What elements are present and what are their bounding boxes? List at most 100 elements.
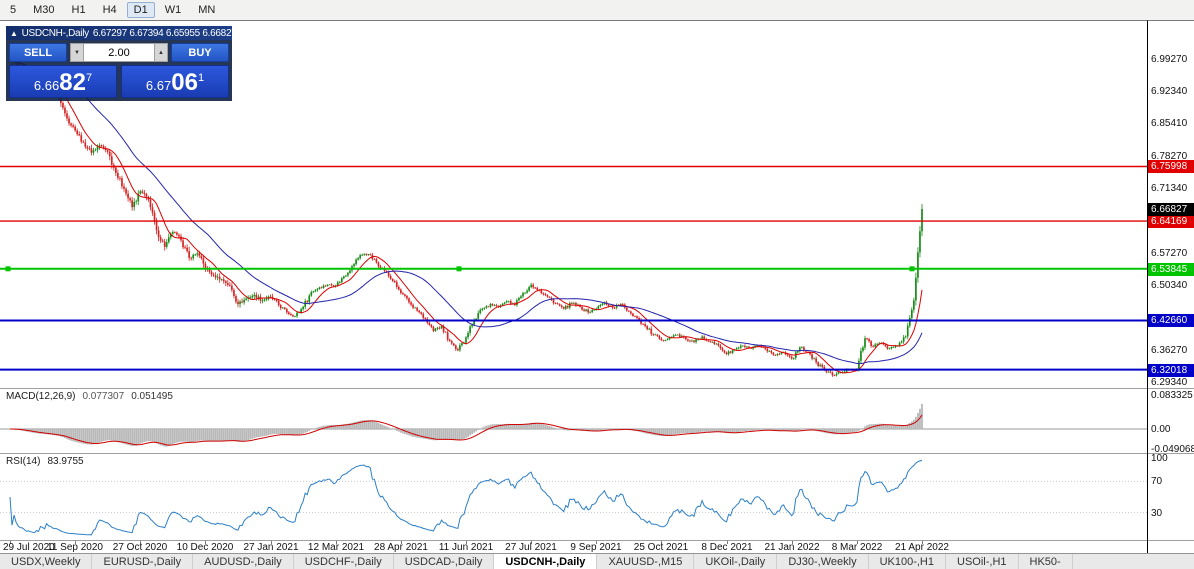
date-label: 11 Jun 2021	[438, 542, 494, 553]
tab-dj30-weekly[interactable]: DJ30-,Weekly	[777, 554, 869, 569]
rsi-canvas[interactable]	[0, 454, 1147, 540]
date-label: 21 Jan 2022	[764, 542, 820, 553]
chart-tab-bar: USDX,Weekly EURUSD-,Daily AUDUSD-,Daily USD…	[0, 553, 1194, 569]
date-label: 12 Mar 2021	[307, 542, 365, 553]
buy-price-main: 6.67	[145, 78, 172, 93]
tab-hk50[interactable]: HK50-	[1019, 554, 1073, 569]
timeframe-button-h1[interactable]: H1	[71, 4, 86, 16]
moving-average-10-line	[9, 58, 923, 374]
rsi-title: RSI(14)	[6, 456, 41, 467]
date-tick-mark	[205, 541, 206, 544]
date-label: 10 Dec 2020	[176, 542, 234, 553]
rsi-panel: RSI(14) 83.9755	[0, 453, 1147, 540]
date-tick-mark	[336, 541, 337, 544]
timeframe-toolbar: 5 M30 H1 H4 D1 W1 MN	[0, 0, 1194, 20]
date-label: 25 Oct 2021	[633, 542, 689, 553]
price-tick-label: 6.99270	[1151, 54, 1188, 65]
macd-tick-label: 0.00	[1151, 424, 1171, 435]
chart-title-symbol: USDCNH-,Daily	[21, 27, 90, 39]
date-tick-mark	[661, 541, 662, 544]
macd-tick-label: -0.049068	[1151, 444, 1194, 455]
tab-audusd-daily[interactable]: AUDUSD-,Daily	[193, 554, 294, 569]
buy-button[interactable]: BUY	[171, 43, 229, 62]
buy-price-frac: 1	[197, 72, 205, 84]
date-tick-mark	[271, 541, 272, 544]
rsi-label: RSI(14) 83.9755	[6, 456, 84, 467]
date-label: 21 Apr 2022	[895, 542, 949, 553]
date-label: 27 Oct 2020	[112, 542, 168, 553]
tab-usdcad-daily[interactable]: USDCAD-,Daily	[394, 554, 495, 569]
lot-size-input[interactable]	[84, 43, 154, 62]
date-axis[interactable]: 29 Jul 2020 11 Sep 2020 27 Oct 2020 10 Dec …	[0, 540, 1147, 553]
date-label: 28 Apr 2021	[374, 542, 428, 553]
timeframe-button-w1[interactable]: W1	[164, 4, 182, 16]
tab-usdcnh-daily[interactable]: USDCNH-,Daily	[494, 554, 598, 569]
macd-canvas[interactable]	[0, 389, 1147, 453]
rsi-tick-label: 100	[1151, 453, 1168, 464]
date-label: 9 Sep 2021	[570, 542, 622, 553]
chart-area: ▲ USDCNH-,Daily 6.67297 6.67394 6.65955 …	[0, 20, 1194, 553]
timeframe-button-m30[interactable]: M30	[33, 4, 55, 16]
lot-decrease-button[interactable]: ▼	[70, 43, 84, 62]
main-chart-panel: ▲ USDCNH-,Daily 6.67297 6.67394 6.65955 …	[0, 20, 1147, 388]
rsi-line	[9, 459, 923, 536]
tab-eurusd-daily[interactable]: EURUSD-,Daily	[92, 554, 194, 569]
price-tick-label: 6.78270	[1151, 151, 1188, 162]
date-tick-mark	[75, 541, 76, 544]
macd-signal-value: 0.051495	[131, 391, 173, 402]
date-tick-mark	[401, 541, 402, 544]
date-label: 27 Jul 2021	[505, 542, 557, 553]
plot-stack: ▲ USDCNH-,Daily 6.67297 6.67394 6.65955 …	[0, 20, 1147, 553]
tab-usoil-h1[interactable]: USOil-,H1	[946, 554, 1019, 569]
price-chart-canvas[interactable]	[0, 21, 1147, 388]
price-tick-label: 6.50340	[1151, 280, 1188, 291]
macd-panel: MACD(12,26,9) 0.077307 0.051495	[0, 388, 1147, 453]
date-tick-mark	[531, 541, 532, 544]
date-tick-mark	[922, 541, 923, 544]
tab-ukoil-daily[interactable]: UKOil-,Daily	[694, 554, 778, 569]
tab-usdchf-daily[interactable]: USDCHF-,Daily	[294, 554, 394, 569]
price-tick-label: 6.71340	[1151, 183, 1188, 194]
price-line-badge: 6.42660	[1148, 314, 1194, 327]
date-label: 8 Dec 2021	[701, 542, 753, 553]
rsi-tick-label: 70	[1151, 476, 1163, 487]
lot-size-spinner: ▼ ▲	[70, 43, 168, 62]
date-tick-mark	[857, 541, 858, 544]
macd-title: MACD(12,26,9)	[6, 391, 76, 402]
price-line-badge: 6.32018	[1148, 364, 1194, 377]
current-price-badge: 6.66827	[1148, 203, 1194, 216]
line-handle[interactable]	[5, 266, 11, 272]
line-handle[interactable]	[909, 266, 915, 272]
price-axis[interactable]: 6.99270 6.92340 6.85410 6.78270 6.71340 6.572…	[1147, 20, 1194, 553]
sell-price-main: 6.66	[33, 78, 60, 93]
date-tick-mark	[466, 541, 467, 544]
timeframe-button-5[interactable]: 5	[10, 4, 17, 16]
date-tick-mark	[10, 541, 11, 544]
sell-price-pips: 82	[59, 69, 86, 96]
date-label: 11 Sep 2020	[47, 542, 103, 553]
timeframe-button-d1[interactable]: D1	[126, 2, 155, 18]
tab-xauusd-m15[interactable]: XAUUSD-,M15	[597, 554, 695, 569]
chart-title-ohlc: 6.67297 6.67394 6.65955 6.66827	[92, 27, 232, 39]
buy-price-display[interactable]: 6.67 06 1	[121, 65, 229, 98]
macd-label: MACD(12,26,9) 0.077307 0.051495	[6, 391, 173, 402]
panel-divider	[1148, 540, 1194, 541]
timeframe-button-mn[interactable]: MN	[198, 4, 216, 16]
line-handle[interactable]	[456, 266, 462, 272]
macd-signal-line	[10, 414, 923, 446]
timeframe-button-h4[interactable]: H4	[102, 4, 117, 16]
buy-price-pips: 06	[171, 69, 198, 96]
tab-uk100-h1[interactable]: UK100-,H1	[869, 554, 946, 569]
macd-tick-label: 0.083325	[1151, 390, 1193, 401]
price-tick-label: 6.85410	[1151, 118, 1188, 129]
date-tick-mark	[596, 541, 597, 544]
tab-usdx-weekly[interactable]: USDX,Weekly	[0, 554, 93, 569]
collapse-arrow-icon[interactable]: ▲	[10, 28, 18, 38]
lot-increase-button[interactable]: ▲	[154, 43, 168, 62]
sell-price-display[interactable]: 6.66 82 7	[9, 65, 117, 98]
date-tick-mark	[727, 541, 728, 544]
macd-main-value: 0.077307	[82, 391, 125, 402]
sell-button[interactable]: SELL	[9, 43, 67, 62]
date-label: 29 Jul 2020	[3, 542, 55, 553]
chart-title-bar[interactable]: ▲ USDCNH-,Daily 6.67297 6.67394 6.65955 …	[6, 26, 232, 40]
